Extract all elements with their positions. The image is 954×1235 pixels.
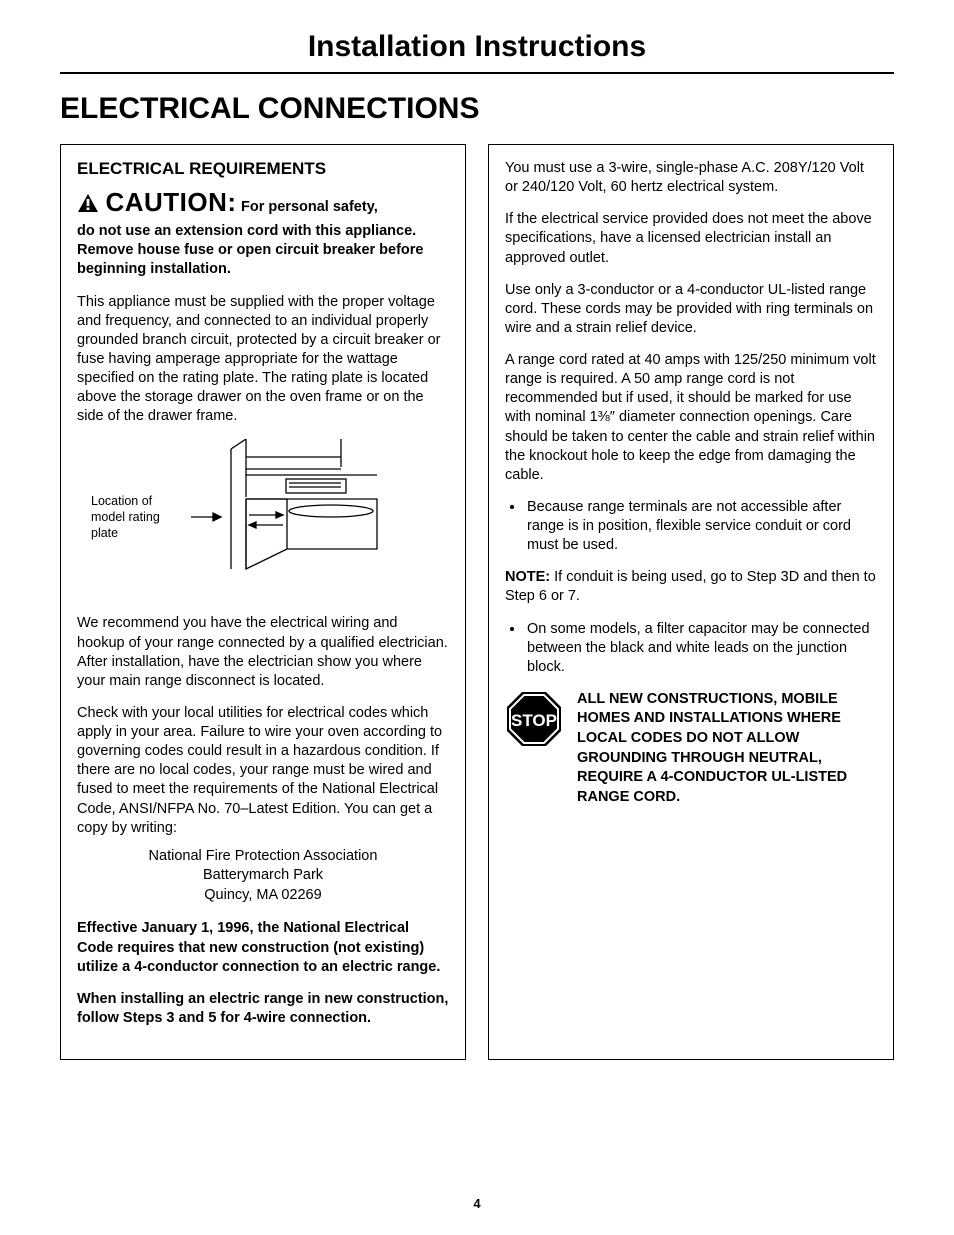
page-number: 4 xyxy=(0,1196,954,1211)
address-block: National Fire Protection Association Bat… xyxy=(77,847,449,906)
bullet-item-1: Because range terminals are not accessib… xyxy=(525,498,877,555)
left-paragraph-2: We recommend you have the electrical wir… xyxy=(77,614,449,691)
bullet-list-1: Because range terminals are not accessib… xyxy=(505,498,877,555)
stop-text: ALL NEW CONSTRUCTIONS, MOBILE HOMES AND … xyxy=(577,690,877,807)
rating-plate-figure: Location of model rating plate xyxy=(91,439,449,594)
two-column-layout: ELECTRICAL REQUIREMENTS CAUTION: For per… xyxy=(60,144,894,1060)
caution-word: CAUTION: xyxy=(105,187,236,217)
address-line3: Quincy, MA 02269 xyxy=(204,887,321,903)
section-heading: ELECTRICAL CONNECTIONS xyxy=(60,92,894,126)
left-paragraph-1: This appliance must be supplied with the… xyxy=(77,293,449,427)
drawer-illustration-icon xyxy=(191,439,391,594)
note-paragraph: NOTE: If conduit is being used, go to St… xyxy=(505,568,877,606)
note-text: If conduit is being used, go to Step 3D … xyxy=(505,569,876,604)
page-title: Installation Instructions xyxy=(60,30,894,74)
caution-tail: For personal safety, xyxy=(241,199,378,215)
figure-label-line2: model rating xyxy=(91,510,160,524)
address-line1: National Fire Protection Association xyxy=(149,848,378,864)
address-line2: Batterymarch Park xyxy=(203,867,323,883)
figure-label-line1: Location of xyxy=(91,494,152,508)
stop-sign-text: STOP xyxy=(511,711,557,730)
left-paragraph-5: When installing an electric range in new… xyxy=(77,990,449,1028)
right-paragraph-1: You must use a 3-wire, single-phase A.C.… xyxy=(505,159,877,197)
figure-label-line3: plate xyxy=(91,526,118,540)
right-paragraph-2: If the electrical service provided does … xyxy=(505,210,877,267)
note-label: NOTE: xyxy=(505,569,550,585)
right-paragraph-4: A range cord rated at 40 amps with 125/2… xyxy=(505,351,877,485)
bullet-list-2: On some models, a filter capacitor may b… xyxy=(505,620,877,677)
left-subheading: ELECTRICAL REQUIREMENTS xyxy=(77,159,449,179)
warning-triangle-icon xyxy=(77,193,99,218)
right-paragraph-3: Use only a 3-conductor or a 4-conductor … xyxy=(505,281,877,338)
figure-label: Location of model rating plate xyxy=(91,493,181,542)
left-paragraph-3: Check with your local utilities for elec… xyxy=(77,704,449,838)
caution-heading: CAUTION: For personal safety, xyxy=(77,187,449,218)
left-column: ELECTRICAL REQUIREMENTS CAUTION: For per… xyxy=(60,144,466,1060)
right-column: You must use a 3-wire, single-phase A.C.… xyxy=(488,144,894,1060)
stop-callout: STOP ALL NEW CONSTRUCTIONS, MOBILE HOMES… xyxy=(505,690,877,807)
left-paragraph-4: Effective January 1, 1996, the National … xyxy=(77,919,449,976)
bullet-item-2: On some models, a filter capacitor may b… xyxy=(525,620,877,677)
caution-body: do not use an extension cord with this a… xyxy=(77,222,449,279)
stop-sign-icon: STOP xyxy=(505,690,563,753)
